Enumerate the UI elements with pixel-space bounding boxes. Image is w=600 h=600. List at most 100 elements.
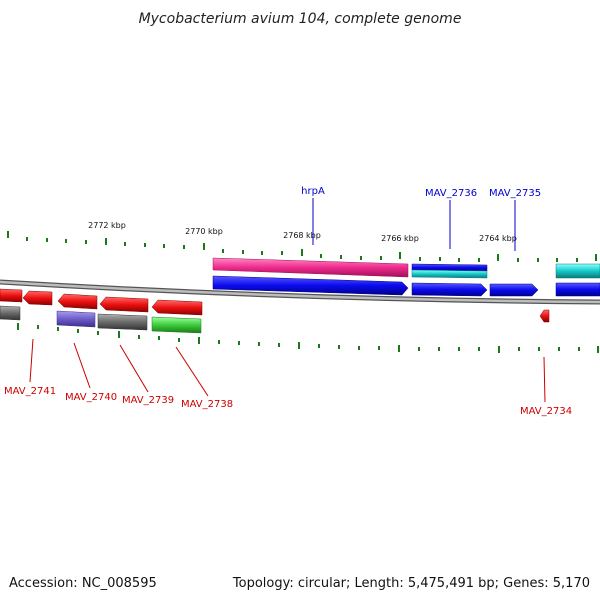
gene-label-hrpA[interactable]: hrpA (301, 186, 325, 197)
map-title: Mycobacterium avium 104, complete genome (139, 11, 462, 27)
tick (320, 254, 322, 258)
tick-major (17, 323, 19, 330)
tick (258, 342, 260, 346)
scale-label-2768: 2768 kbp (283, 231, 321, 240)
tick (578, 347, 580, 351)
tick (163, 244, 165, 248)
gene-reverse-red-edge[interactable] (0, 288, 23, 303)
scale-label-2770: 2770 kbp (185, 227, 223, 236)
tick (26, 237, 28, 241)
tick (538, 347, 540, 351)
tick (340, 255, 342, 259)
inner-tick-marks (17, 323, 599, 353)
tick (158, 336, 160, 340)
tick-major (399, 252, 401, 259)
scale-label-2766: 2766 kbp (381, 234, 419, 243)
gene-MAV_2734-arrow[interactable] (539, 309, 550, 323)
tick (37, 325, 39, 329)
gene-forward-blue-large[interactable] (212, 275, 409, 296)
tick (380, 256, 382, 260)
tick (576, 258, 578, 262)
gene-label-MAV_2734[interactable]: MAV_2734 (520, 406, 572, 417)
tick (138, 335, 140, 339)
tick (360, 256, 362, 260)
tick (418, 347, 420, 351)
tick (338, 345, 340, 349)
tick-major (7, 231, 9, 238)
tick-major (597, 346, 599, 353)
tick (518, 347, 520, 351)
tick (478, 258, 480, 262)
tick (358, 346, 360, 350)
tick (183, 245, 185, 249)
tick-major (298, 342, 300, 349)
backbone (0, 279, 600, 305)
outer-tick-marks (7, 231, 597, 262)
tick-major (497, 254, 499, 261)
tick (439, 257, 441, 261)
gene-label-MAV_2738[interactable]: MAV_2738 (181, 399, 233, 410)
gene-MAV_2739-feature[interactable] (97, 313, 148, 331)
tick (222, 249, 224, 253)
gene-label-MAV_2740[interactable]: MAV_2740 (65, 392, 117, 403)
tick (97, 331, 99, 335)
gene-reverse-red-3[interactable] (57, 293, 98, 310)
tick (85, 240, 87, 244)
gene-forward-cyan-right[interactable] (555, 263, 600, 279)
tick-major (198, 337, 200, 344)
tick (281, 251, 283, 255)
tick (124, 242, 126, 246)
tick (556, 258, 558, 262)
tick (178, 338, 180, 342)
accession-label: Accession: NC_008595 (9, 576, 157, 591)
tick (77, 329, 79, 333)
gene-forward-blue-right[interactable] (555, 282, 600, 297)
gene-label-MAV_2736[interactable]: MAV_2736 (425, 188, 477, 199)
tick-major (118, 331, 120, 338)
tick (438, 347, 440, 351)
gene-MAV_2736-feature-cyan[interactable] (411, 269, 488, 279)
gene-MAV_2735-arrow[interactable] (489, 283, 539, 297)
leader-lines-red (29, 338, 546, 403)
tick-major (301, 249, 303, 256)
gene-reverse-red-4[interactable] (99, 296, 149, 313)
scale-label-2772: 2772 kbp (88, 221, 126, 230)
tick-major (398, 345, 400, 352)
tick (458, 347, 460, 351)
tick (65, 239, 67, 243)
tick (419, 257, 421, 261)
tick-major (105, 238, 107, 245)
scale-label-2764: 2764 kbp (479, 234, 517, 243)
gene-label-MAV_2735[interactable]: MAV_2735 (489, 188, 541, 199)
tick (378, 346, 380, 350)
tick (238, 341, 240, 345)
gene-reverse-red-5[interactable] (151, 299, 203, 316)
tick (478, 347, 480, 351)
tick (537, 258, 539, 262)
gene-label-MAV_2741[interactable]: MAV_2741 (4, 386, 56, 397)
tick (218, 340, 220, 344)
tick (517, 258, 519, 262)
gene-MAV_2741-arrow[interactable] (22, 290, 53, 306)
tick (558, 347, 560, 351)
tick (458, 258, 460, 262)
tick (242, 250, 244, 254)
tick (278, 343, 280, 347)
tick-major (203, 243, 205, 250)
gene-reverse-grey-edge[interactable] (0, 305, 21, 321)
tick (318, 344, 320, 348)
tick (46, 238, 48, 242)
tick (144, 243, 146, 247)
tick-major (498, 346, 500, 353)
tick-major (595, 254, 597, 261)
leader-lines-blue (312, 198, 516, 251)
genome-summary: Topology: circular; Length: 5,475,491 bp… (232, 576, 590, 591)
tick (261, 251, 263, 255)
tick (57, 327, 59, 331)
gene-MAV_2738-feature[interactable] (151, 316, 202, 334)
gene-forward-blue-2[interactable] (411, 282, 488, 297)
gene-hrpA-feature[interactable] (212, 257, 409, 278)
gene-MAV_2740-feature[interactable] (56, 310, 96, 328)
gene-label-MAV_2739[interactable]: MAV_2739 (122, 395, 174, 406)
